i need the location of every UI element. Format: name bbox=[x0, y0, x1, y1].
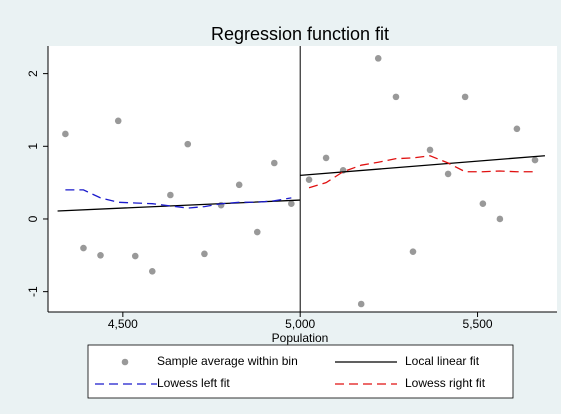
scatter-point bbox=[357, 300, 365, 308]
scatter-point bbox=[444, 170, 452, 178]
legend-label: Sample average within bin bbox=[157, 354, 298, 368]
legend bbox=[87, 344, 514, 399]
scatter-point bbox=[409, 248, 417, 255]
y-tick-label: -1 bbox=[26, 286, 40, 297]
x-axis-label: Population bbox=[272, 331, 329, 345]
scatter-point bbox=[97, 252, 104, 259]
fit-line bbox=[308, 155, 536, 189]
scatter-point bbox=[392, 93, 400, 101]
scatter-point bbox=[426, 146, 434, 154]
x-tick-label: 5,000 bbox=[285, 317, 315, 331]
scatter-point bbox=[305, 176, 313, 184]
scatter-point bbox=[184, 140, 192, 148]
legend-label: Lowess right fit bbox=[405, 376, 486, 390]
plot-area bbox=[48, 46, 557, 312]
scatter-point bbox=[235, 181, 243, 189]
scatter-point bbox=[253, 228, 261, 236]
scatter-point bbox=[148, 268, 156, 275]
y-tick-label: 0 bbox=[26, 215, 40, 222]
scatter-point bbox=[479, 200, 487, 208]
legend-label: Local linear fit bbox=[405, 354, 480, 368]
scatter-point bbox=[217, 201, 225, 209]
y-tick-label: 1 bbox=[26, 143, 40, 150]
scatter-point bbox=[131, 252, 139, 260]
scatter-point bbox=[167, 191, 174, 199]
legend-symbol bbox=[121, 358, 129, 366]
fit-line bbox=[65, 189, 292, 209]
legend-label: Lowess left fit bbox=[157, 376, 230, 390]
scatter-point bbox=[271, 159, 278, 167]
scatter-point bbox=[513, 125, 521, 133]
scatter-point bbox=[461, 93, 469, 101]
scatter-point bbox=[496, 215, 504, 223]
x-tick-label: 5,500 bbox=[463, 317, 493, 331]
y-tick-label: 2 bbox=[26, 70, 40, 77]
scatter-point bbox=[322, 154, 330, 162]
scatter-point bbox=[531, 156, 539, 164]
scatter-point bbox=[114, 117, 122, 125]
scatter-point bbox=[62, 130, 69, 138]
chart-title: Regression function fit bbox=[211, 24, 389, 44]
scatter-point bbox=[288, 200, 295, 208]
scatter-point bbox=[374, 55, 382, 62]
scatter-point bbox=[201, 250, 208, 258]
x-tick-label: 4,500 bbox=[108, 317, 138, 331]
scatter-point bbox=[80, 244, 87, 252]
